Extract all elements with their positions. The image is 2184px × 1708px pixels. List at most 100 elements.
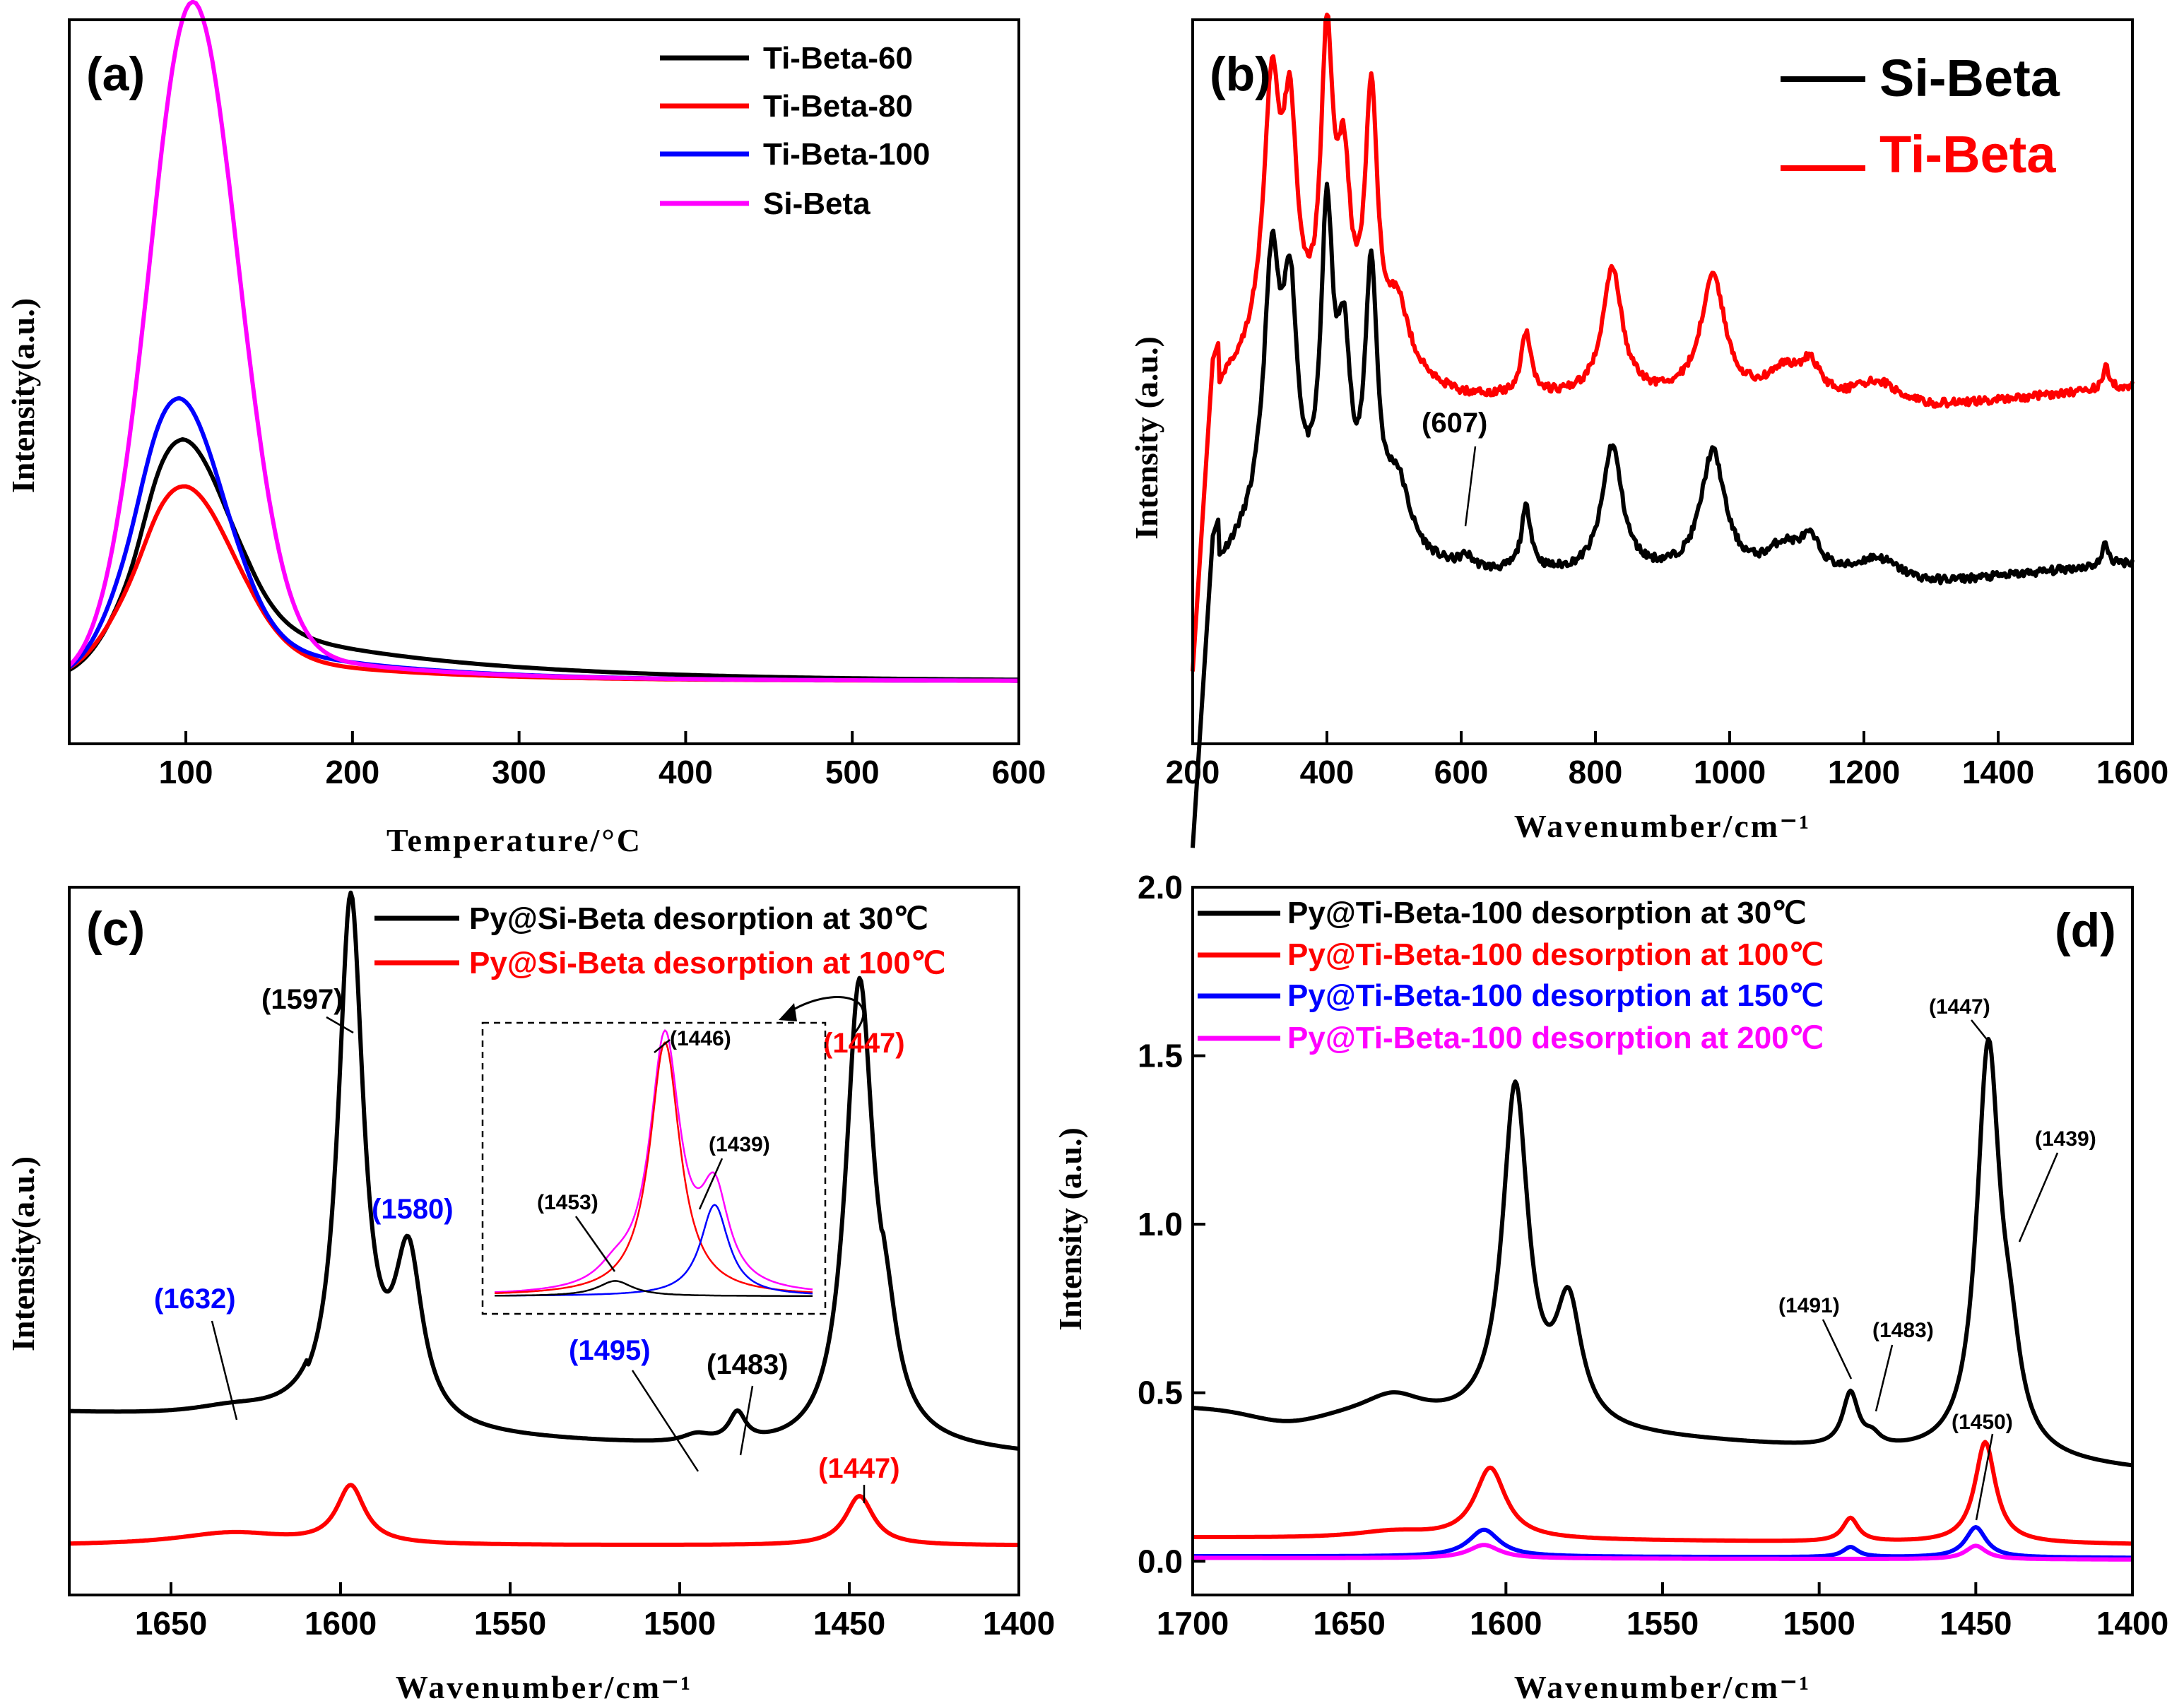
panel-b-xtick-label: 1400: [1962, 754, 2034, 790]
series-d-100: [1192, 1440, 2133, 1546]
panel-b-xtick-label: 1000: [1694, 754, 1766, 790]
panel-a-xlabel: Temperature/°C: [386, 822, 642, 858]
annotation-c-1580: (1580): [372, 1194, 454, 1225]
legend-label-ti-beta-80: Ti-Beta-80: [763, 89, 913, 124]
panel-b-legend: Si-Beta Ti-Beta: [1781, 49, 2060, 184]
inset-arrow: [789, 996, 865, 1033]
annotation-d-1447-leader: [1971, 1019, 1989, 1042]
panel-c-ticks: 1650 1600 1550 1500 1450 1400: [135, 1582, 1055, 1642]
legend-label-d-100: Py@Ti-Beta-100 desorption at 100℃: [1287, 937, 1824, 972]
inset-curves: [494, 1029, 813, 1298]
legend-label-d-200: Py@Ti-Beta-100 desorption at 200℃: [1287, 1021, 1824, 1055]
legend-label-ti-beta-60: Ti-Beta-60: [763, 41, 913, 76]
panel-b-xtick-label: 600: [1434, 754, 1489, 790]
panel-d-legend: Py@Ti-Beta-100 desorption at 30℃ Py@Ti-B…: [1198, 896, 1824, 1055]
inset-arrow-head: [779, 1003, 797, 1021]
annotation-c-1483-leader: [739, 1385, 754, 1456]
panel-d-xtick-label: 1550: [1627, 1605, 1699, 1642]
panel-b-ylabel: Intensity (a.u.): [1128, 336, 1164, 540]
inset-annotation-1439: (1439): [709, 1133, 770, 1156]
annotation-d-1450-leader: [1975, 1433, 1994, 1521]
annotation-c-1483: (1483): [707, 1349, 789, 1380]
inset-sum: [494, 1029, 813, 1293]
annotation-d-1491: (1491): [1778, 1294, 1840, 1317]
annotation-c-1447-bottom: (1447): [818, 1453, 900, 1484]
panel-a-xtick-label: 200: [325, 754, 379, 790]
panel-b: 200 400 600 800 1000 1200 1400 1600 (b) Si-Beta…: [1128, 12, 2168, 848]
panel-c-xtick-label: 1400: [983, 1605, 1055, 1642]
panel-b-xtick-label: 400: [1300, 754, 1354, 790]
panel-c-xtick-label: 1450: [813, 1605, 885, 1642]
panel-d: 1700 1650 1600 1550 1500 1450 1400 0.0 0.5 1.0 1.5…: [1052, 869, 2168, 1705]
annotation-607: (607): [1422, 408, 1487, 439]
annotation-d-1447: (1447): [1929, 995, 1990, 1019]
panel-b-xtick-label: 1200: [1828, 754, 1900, 790]
legend-label-si-beta: Si-Beta: [763, 186, 870, 221]
panel-c-inset: (1446) (1439) (1453): [481, 996, 865, 1315]
panel-b-frame: [1191, 18, 2134, 745]
annotation-d-1450: (1450): [1952, 1411, 2013, 1434]
series-d-200: [1192, 1543, 2133, 1562]
panel-a-curves: [67, 0, 1020, 683]
panel-a-label: (a): [86, 47, 145, 101]
panel-a-frame: [68, 18, 1020, 745]
panel-d-ytick-label: 1.0: [1138, 1206, 1183, 1243]
inset-fit-1453: [495, 1280, 813, 1298]
series-ti-beta-80: [68, 484, 1019, 683]
series-ti-beta: [1191, 12, 2135, 672]
panel-b-xlabel: Wavenumber/cm⁻¹: [1514, 808, 1811, 844]
legend-label-d-30: Py@Ti-Beta-100 desorption at 30℃: [1287, 896, 1807, 930]
annotation-d-1439: (1439): [2035, 1127, 2096, 1151]
panel-d-ytick-label: 2.0: [1138, 869, 1183, 906]
annotation-d-1491-leader: [1822, 1319, 1853, 1380]
panel-b-xtick-label: 1600: [2096, 754, 2168, 790]
legend-label-c-100: Py@Si-Beta desorption at 100℃: [469, 946, 945, 980]
inset-annotation-1446-leader: [654, 1039, 671, 1053]
panel-c: 1650 1600 1550 1500 1450 1400 (c) Py@Si-Beta …: [5, 886, 1055, 1705]
panel-b-xtick-label: 200: [1166, 754, 1220, 790]
annotation-d-1483: (1483): [1872, 1319, 1934, 1342]
panel-d-ytick-label: 1.5: [1138, 1038, 1183, 1074]
panel-b-ticks: 200 400 600 800 1000 1200 1400 1600: [1166, 731, 2168, 790]
panel-c-xtick-label: 1500: [644, 1605, 716, 1642]
panel-d-ticks: 1700 1650 1600 1550 1500 1450 1400 0.0 0.5 1.0 1.5…: [1138, 869, 2168, 1642]
series-d-30: [1192, 1036, 2133, 1468]
panel-c-curves: [69, 890, 1020, 1548]
panel-a-xtick-label: 400: [659, 754, 713, 790]
panel-a-legend: Ti-Beta-60 Ti-Beta-80 Ti-Beta-100 Si-Bet…: [660, 41, 930, 221]
panel-c-ylabel: Intensity(a.u.): [5, 1156, 41, 1351]
panel-d-ytick-label: 0.0: [1138, 1543, 1183, 1579]
annotation-c-1597-leader: [326, 1016, 354, 1034]
series-si-beta: [1191, 182, 2135, 848]
series-c-30: [69, 890, 1020, 1451]
series-c-100: [69, 1483, 1020, 1548]
legend-label-ti-beta-100: Ti-Beta-100: [763, 137, 930, 172]
annotation-c-1447-top: (1447): [823, 1028, 905, 1059]
panel-c-frame: [68, 886, 1020, 1596]
panel-c-label: (c): [86, 902, 145, 956]
panel-d-ytick-label: 0.5: [1138, 1375, 1183, 1411]
inset-annotation-1446: (1446): [670, 1027, 731, 1050]
series-ti-beta-60: [68, 437, 1020, 682]
panel-a-xtick-label: 600: [992, 754, 1046, 790]
inset-annotation-1453-leader: [574, 1216, 616, 1272]
annotation-c-1495-leader: [631, 1370, 700, 1472]
panel-b-label: (b): [1210, 47, 1271, 101]
annotation-d-1483-leader: [1875, 1344, 1894, 1412]
annotation-d-1439-leader: [2018, 1152, 2059, 1243]
inset-fit-1446: [495, 1040, 813, 1295]
panel-a-xtick-label: 100: [159, 754, 213, 790]
panel-d-xtick-label: 1700: [1157, 1605, 1229, 1642]
panel-a-xtick-label: 500: [825, 754, 880, 790]
panel-b-xtick-label: 800: [1569, 754, 1623, 790]
inset-annotation-1453: (1453): [537, 1191, 598, 1214]
panel-b-curves: [1191, 12, 2135, 848]
annotation-607-leader: [1464, 446, 1477, 527]
annotation-c-1597: (1597): [261, 984, 343, 1015]
series-ti-beta-100: [68, 396, 1019, 683]
inset-annotation-1439-leader: [698, 1158, 724, 1210]
panel-d-xtick-label: 1500: [1783, 1605, 1855, 1642]
legend-label-d-150: Py@Ti-Beta-100 desorption at 150℃: [1287, 978, 1824, 1013]
panel-c-xtick-label: 1600: [305, 1605, 377, 1642]
